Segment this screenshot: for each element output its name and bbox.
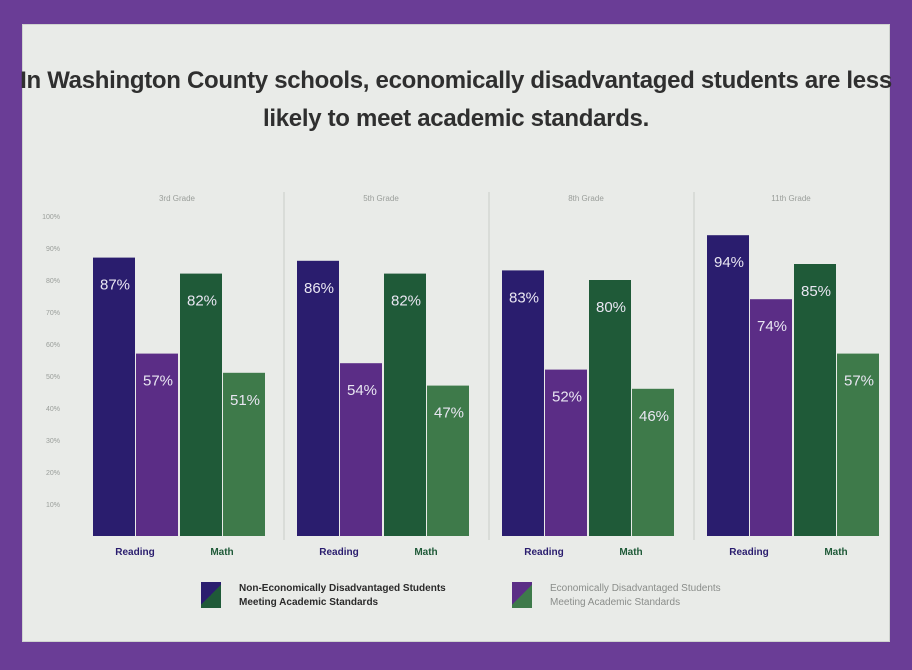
bar-math-non [589,280,631,536]
y-tick-label: 60% [46,342,60,349]
subject-label: Reading [524,547,563,558]
bar-reading-econ [750,299,792,536]
bar-reading-non [93,257,135,536]
data-label-non: 86% [304,280,334,297]
data-label-non: 82% [187,293,217,310]
y-tick-label: 10% [46,502,60,509]
y-tick-label: 80% [46,278,60,285]
bar-reading-econ [340,363,382,536]
legend-label-non: Non-Economically Disadvantaged Students … [239,583,446,608]
data-label-non: 83% [509,289,539,306]
group-label: 11th Grade [771,194,811,203]
data-label-econ: 57% [844,373,874,390]
data-label-non: 82% [391,293,421,310]
bar-reading-econ [136,353,178,536]
y-tick-label: 30% [46,438,60,445]
subject-label: Reading [319,547,358,558]
bar-reading-econ [545,369,587,536]
data-label-non: 80% [596,299,626,316]
bar-math-econ [632,388,674,536]
bar-math-non [180,273,222,536]
bar-reading-non [502,270,544,536]
group-label: 5th Grade [363,194,399,203]
data-label-econ: 57% [143,373,173,390]
bar-math-econ [223,372,265,536]
legend-swatch-econ [512,582,532,608]
bar-math-econ [427,385,469,536]
y-tick-label: 100% [42,214,60,221]
data-label-econ: 47% [434,405,464,422]
group-label: 3rd Grade [159,194,196,203]
legend-disadvantaged: Economically Disadvantaged Students Meet… [512,582,812,612]
data-label-non: 85% [801,283,831,300]
chart-title: In Washington County schools, economical… [20,67,892,132]
group-label: 8th Grade [568,194,604,203]
subject-label: Math [210,547,233,558]
data-label-econ: 54% [347,382,377,399]
legend-label-econ: Economically Disadvantaged Students Meet… [550,583,721,608]
data-label-econ: 51% [230,392,260,409]
y-tick-label: 40% [46,406,60,413]
bar-math-econ [837,353,879,536]
data-label-econ: 52% [552,389,582,406]
subject-label: Reading [729,547,768,558]
subject-label: Reading [115,547,154,558]
data-label-non: 94% [714,254,744,271]
subject-label: Math [824,547,847,558]
data-label-econ: 74% [757,318,787,335]
subject-label: Math [619,547,642,558]
y-tick-label: 20% [46,470,60,477]
data-label-non: 87% [100,277,130,294]
bar-math-non [794,264,836,536]
bar-math-non [384,273,426,536]
y-tick-label: 90% [46,246,60,253]
bar-reading-non [297,260,339,536]
legend-non-disadvantaged: Non-Economically Disadvantaged Students … [201,582,501,612]
legend-swatch-non [201,582,221,608]
data-label-econ: 46% [639,408,669,425]
bar-reading-non [707,235,749,536]
y-tick-label: 70% [46,310,60,317]
subject-label: Math [414,547,437,558]
y-tick-label: 50% [46,374,60,381]
